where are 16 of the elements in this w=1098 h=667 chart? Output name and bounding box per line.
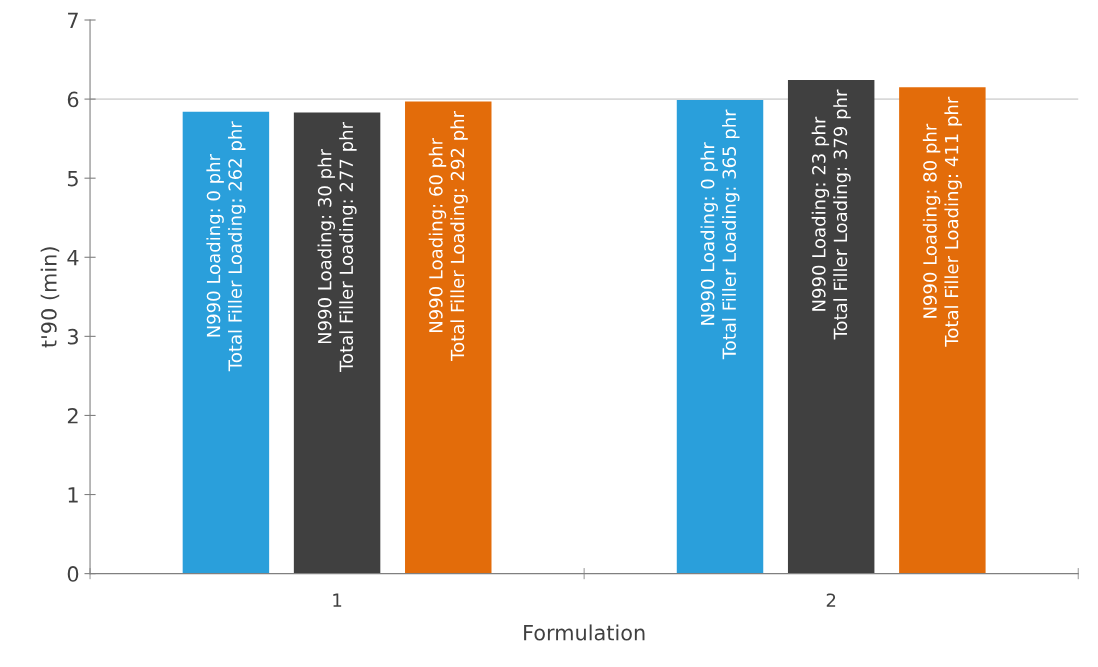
annotation: N990 Loading: 80 phr Total Filler Loading: 411 phr bbox=[922, 96, 962, 347]
annotation: N990 Loading: 30 phr Total Filler Loading: 277 phr bbox=[317, 122, 357, 372]
annotation: N990 Loading: 0 phr Total Filler Loading: 262 phr bbox=[206, 121, 246, 372]
y-tick-label: 0 bbox=[67, 566, 79, 582]
y-tick-label: 1 bbox=[68, 487, 78, 503]
y-tick-label: 5 bbox=[67, 170, 78, 187]
y-tick-label: 7 bbox=[68, 12, 78, 28]
annotation: N990 Loading: 60 phr Total Filler Loading: 292 phr bbox=[428, 110, 468, 361]
x-axis-title: Formulation bbox=[524, 624, 645, 641]
y-tick-label: 4 bbox=[67, 250, 79, 266]
y-tick-label: 3 bbox=[67, 328, 78, 345]
y-tick-label: 2 bbox=[67, 407, 78, 424]
annotation: N990 Loading: 0 phr Total Filler Loading: 365 phr bbox=[700, 109, 740, 360]
annotation: N990 Loading: 23 phr Total Filler Loading: 379 phr bbox=[811, 89, 851, 340]
y-tick-label: 6 bbox=[67, 91, 79, 108]
y-axis-title: t'90 (min) bbox=[40, 247, 60, 348]
